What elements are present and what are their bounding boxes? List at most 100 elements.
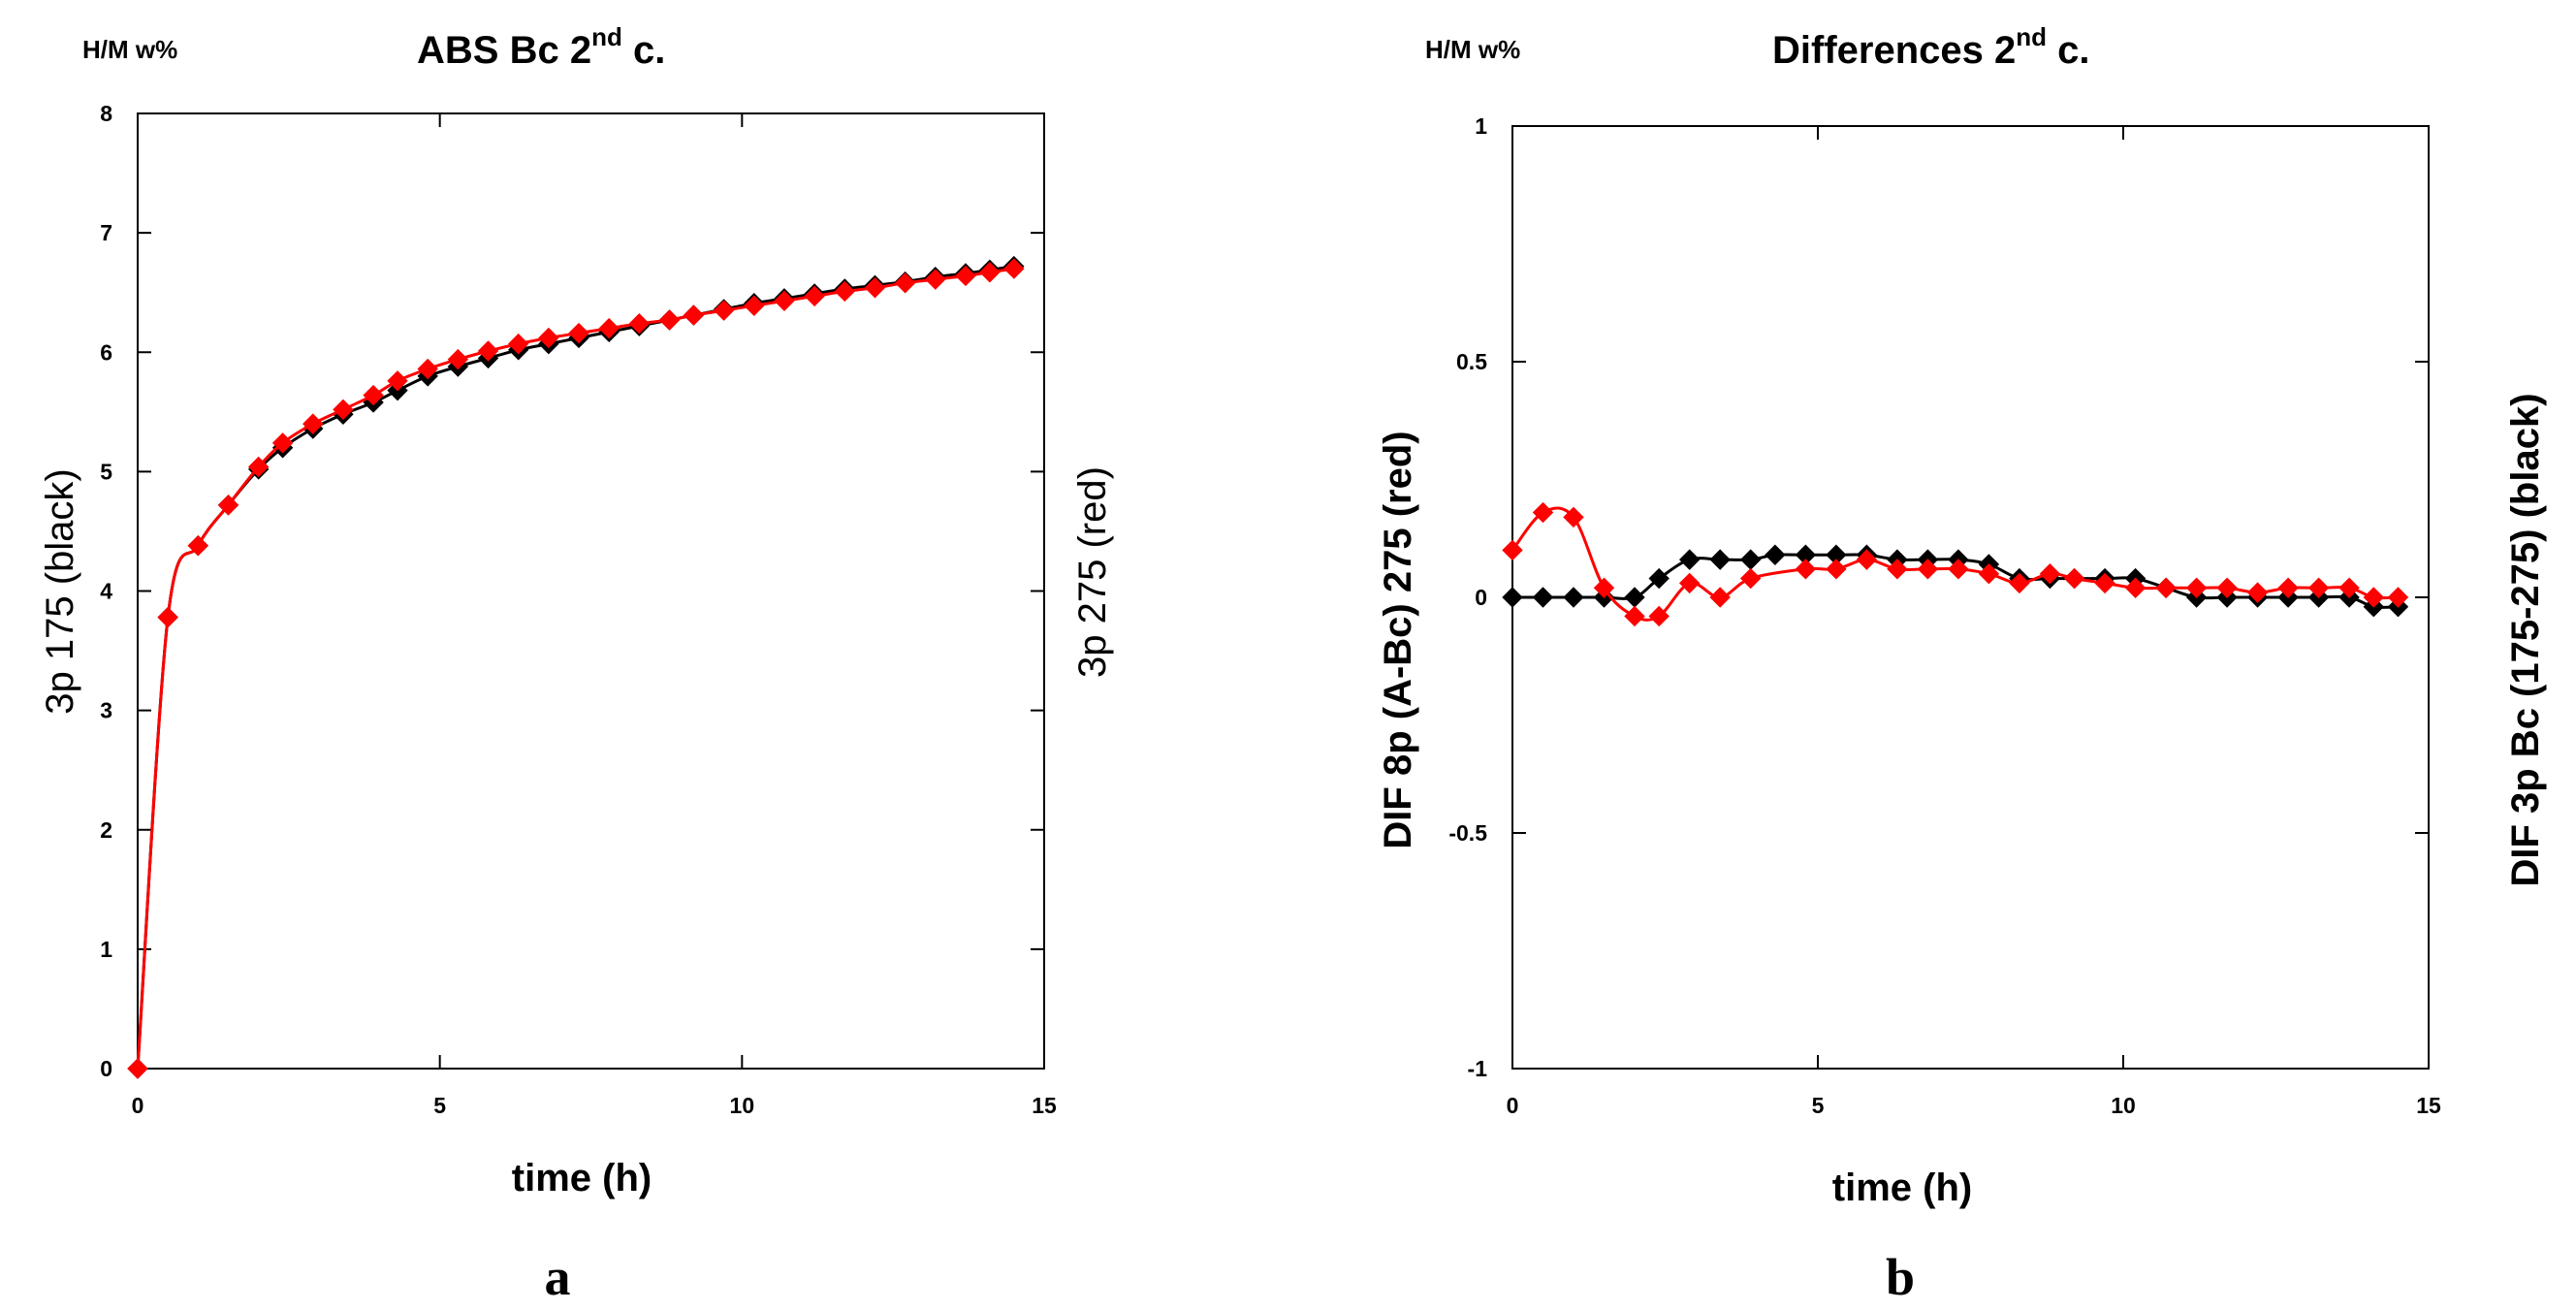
- chart-b-data-point: [1887, 559, 1908, 580]
- chart-a-unit-label: H/M w%: [82, 35, 177, 64]
- chart-a-data-point: [658, 309, 681, 331]
- chart-a-ticks: 0 5 10 15 0 1 2 3 4 5 6 7 8: [100, 101, 1057, 1118]
- chart-b-x-tick-label: 5: [1812, 1093, 1825, 1118]
- chart-a-data-point: [955, 265, 976, 287]
- chart-a-title: ABS Bc 2nd c.: [417, 22, 665, 72]
- chart-a-panel-label: a: [545, 1248, 571, 1306]
- chart-a-y-axis-label-left: 3p 175 (black): [39, 468, 81, 714]
- chart-panel-b: H/M w% Differences 2nd c. 0 5 10 15-1-0.500…: [1377, 22, 2547, 1306]
- chart-a-y-tick-label: 0: [100, 1056, 112, 1081]
- chart-a-data-point: [333, 399, 354, 421]
- chart-a-data-point: [1003, 258, 1025, 279]
- chart-b-data-point: [1709, 587, 1731, 608]
- chart-b-series: [1502, 501, 2409, 627]
- chart-b-ticks: 0 5 10 15 -1 -0.5 0 0.5 1: [1448, 113, 2441, 1118]
- chart-a-data-point: [477, 340, 499, 362]
- chart-b-y-tick-label: 0.5: [1456, 349, 1487, 374]
- chart-b-data-point: [2063, 567, 2085, 590]
- chart-a-y-axis-label-right: 3p 275 (red): [1071, 466, 1114, 678]
- chart-b-data-point: [1978, 562, 2000, 585]
- chart-a-x-tick-label: 0: [132, 1093, 144, 1118]
- chart-b-data-point: [1856, 549, 1878, 570]
- chart-b-data-point: [1624, 605, 1645, 627]
- chart-b-x-axis-label: time (h): [1832, 1167, 1972, 1209]
- chart-b-data-point: [1532, 501, 1554, 524]
- chart-a-plot-frame: [137, 112, 1045, 1070]
- chart-a-data-point: [598, 317, 620, 339]
- chart-b-data-point: [1502, 587, 1523, 608]
- chart-b-data-point: [1948, 559, 1969, 580]
- chart-b-y-tick-label: 0: [1475, 585, 1487, 610]
- chart-b-data-point: [1917, 559, 1939, 580]
- chart-b-data-point: [2009, 572, 2030, 594]
- chart-a-data-point: [363, 384, 384, 406]
- chart-b-data-point: [2094, 572, 2115, 594]
- chart-a-data-point: [568, 322, 589, 344]
- chart-a-data-point: [864, 277, 886, 299]
- chart-a-data-point: [804, 285, 825, 307]
- chart-a-data-point: [683, 304, 705, 326]
- chart-b-data-point: [2216, 577, 2238, 598]
- chart-b-data-point: [1826, 559, 1847, 580]
- chart-b-x-tick-label: 10: [2111, 1093, 2136, 1118]
- chart-a-data-point: [417, 358, 438, 380]
- chart-a-data-point: [387, 370, 408, 392]
- chart-b-y-axis-label-left: DIF 8p (A-Bc) 275 (red): [1377, 431, 1419, 848]
- chart-a-y-tick-label: 8: [100, 101, 112, 126]
- chart-a-data-point: [447, 348, 469, 370]
- chart-a-x-axis-label: time (h): [512, 1157, 652, 1199]
- chart-a-x-tick-label: 5: [433, 1093, 446, 1118]
- chart-b-title-main: Differences 2: [1772, 29, 2016, 72]
- chart-b-data-point: [2185, 577, 2208, 598]
- chart-a-data-point: [157, 606, 178, 628]
- chart-a-title-suffix: c.: [622, 29, 665, 72]
- chart-a-data-point: [979, 262, 1001, 283]
- chart-a-x-tick-label: 15: [1032, 1093, 1057, 1118]
- chart-a-y-tick-label: 4: [100, 579, 112, 604]
- chart-b-y-tick-label: -1: [1468, 1056, 1488, 1081]
- chart-a-data-point: [247, 456, 270, 478]
- chart-b-x-tick-label: 15: [2416, 1093, 2441, 1118]
- chart-b-title: Differences 2nd c.: [1772, 22, 2089, 72]
- chart-a-series-line-1: [136, 267, 1015, 1070]
- chart-panel-a: H/M w% ABS Bc 2nd c. 0 5 10 15 0 1 2 3 4 5 6 7 8 tim…: [39, 22, 1114, 1306]
- chart-b-data-point: [1563, 587, 1584, 608]
- chart-b-data-point: [1648, 567, 1670, 590]
- chart-b-data-point: [1563, 506, 1584, 528]
- chart-b-title-suffix: c.: [2047, 29, 2089, 72]
- chart-a-data-point: [628, 312, 651, 335]
- chart-a-y-tick-label: 7: [100, 220, 112, 245]
- chart-a-data-point: [713, 300, 735, 321]
- chart-a-data-point: [271, 432, 294, 454]
- chart-b-data-point: [2246, 582, 2269, 603]
- chart-b-data-point: [2307, 577, 2330, 598]
- chart-a-y-tick-label: 6: [100, 339, 112, 365]
- chart-b-data-point: [1502, 539, 1523, 561]
- chart-b-y-axis-label-right: DIF 3p Bc (175-275) (black): [2504, 393, 2547, 886]
- chart-a-data-point: [774, 290, 795, 312]
- chart-b-data-point: [1624, 587, 1645, 608]
- chart-b-data-point: [2277, 577, 2299, 598]
- chart-a-data-point: [894, 272, 916, 294]
- chart-b-y-tick-label: 1: [1475, 113, 1487, 139]
- chart-b-data-point: [1795, 559, 1817, 580]
- chart-a-data-point: [834, 280, 856, 303]
- chart-b-y-tick-label: -0.5: [1448, 820, 1487, 846]
- chart-b-data-point: [1709, 549, 1731, 570]
- chart-b-data-point: [1593, 577, 1615, 598]
- chart-b-title-sup: nd: [2016, 22, 2047, 51]
- chart-b-data-point: [2124, 577, 2147, 598]
- chart-b-data-point: [1739, 549, 1762, 570]
- chart-a-y-tick-label: 1: [100, 937, 112, 962]
- chart-b-data-point: [1532, 587, 1554, 608]
- chart-a-data-point: [507, 333, 529, 355]
- chart-a-y-tick-label: 2: [100, 817, 112, 843]
- chart-a-series-line-0: [136, 265, 1015, 1070]
- chart-b-data-point: [2039, 562, 2061, 585]
- chart-a-data-point: [187, 535, 209, 557]
- chart-a-title-sup: nd: [591, 22, 622, 51]
- chart-a-data-point: [302, 413, 324, 434]
- chart-b-panel-label: b: [1886, 1248, 1915, 1306]
- chart-b-data-point: [2155, 577, 2177, 598]
